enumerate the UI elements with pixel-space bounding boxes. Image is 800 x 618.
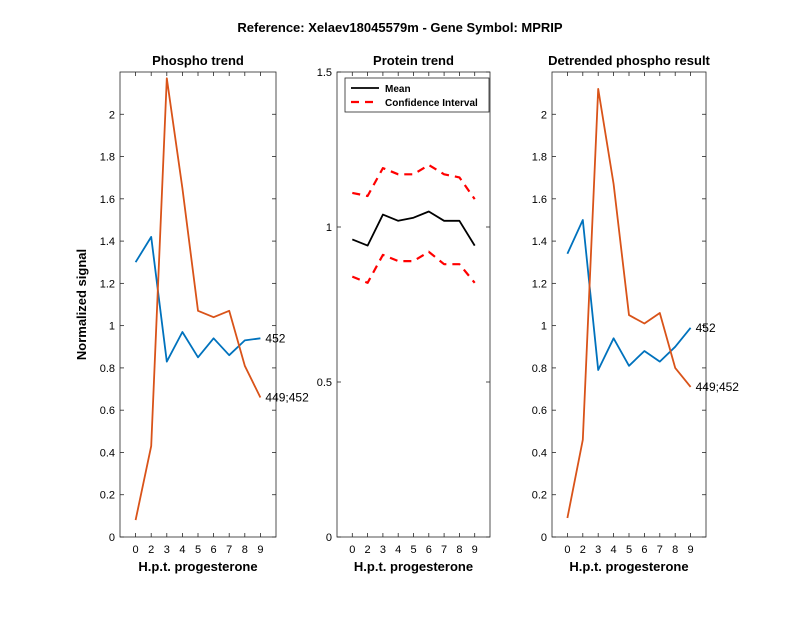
- y-tick-label: 1.8: [532, 152, 547, 164]
- x-tick-label: 4: [395, 544, 401, 556]
- series-line: [134, 77, 262, 521]
- panel-3: 00.20.40.60.811.21.41.61.820 2 3 4 5 6 7 8 9Detr…: [532, 53, 740, 574]
- figure-title: Reference: Xelaev18045579m - Gene Symbol…: [237, 20, 562, 35]
- series-line: [351, 250, 476, 284]
- y-tick-label: 0.2: [100, 490, 115, 502]
- y-axis-label: Normalized signal: [74, 249, 89, 360]
- y-tick-label: 2: [541, 109, 547, 121]
- y-tick-label: 1.6: [100, 194, 115, 206]
- x-tick-label: 2: [365, 544, 371, 556]
- x-axis-label: H.p.t. progesterone: [354, 559, 473, 574]
- y-tick-label: 0: [109, 532, 115, 544]
- axes-box: [336, 71, 491, 538]
- x-tick-label: 3: [380, 544, 386, 556]
- series-line: [566, 88, 692, 519]
- x-tick-label: 8: [456, 544, 462, 556]
- legend: Mean Confidence Interval: [344, 77, 490, 113]
- x-tick-label: 7: [226, 544, 232, 556]
- series-end-label: 452: [265, 331, 285, 345]
- y-tick-label: 2: [109, 109, 115, 121]
- series-line: [134, 235, 261, 363]
- x-tick-label: 0: [133, 544, 139, 556]
- y-tick-label: 0.2: [532, 490, 547, 502]
- panel-title: Protein trend: [373, 53, 454, 68]
- y-tick-label: 0.6: [100, 405, 115, 417]
- y-tick-label: 1.2: [532, 278, 547, 290]
- x-tick-label: 7: [657, 544, 663, 556]
- panel-title: Phospho trend: [152, 53, 244, 68]
- x-tick-label: 5: [195, 544, 201, 556]
- x-tick-label: 3: [164, 544, 170, 556]
- series-line: [351, 210, 476, 247]
- y-tick-label: 0.4: [100, 447, 115, 459]
- y-tick-label: 1.4: [100, 236, 115, 248]
- x-tick-label: 6: [641, 544, 647, 556]
- y-tick-label: 1.6: [532, 194, 547, 206]
- x-tick-label: 6: [211, 544, 217, 556]
- x-tick-label: 8: [672, 544, 678, 556]
- x-tick-label: 9: [688, 544, 694, 556]
- series-line: [566, 219, 692, 371]
- x-tick-label: 6: [426, 544, 432, 556]
- y-tick-label: 0: [326, 532, 332, 544]
- y-tick-label: 0: [541, 532, 547, 544]
- panel-1: 00.20.40.60.811.21.41.61.820 2 3 4 5 6 7 8 9Phos…: [74, 53, 309, 574]
- y-tick-label: 1.2: [100, 278, 115, 290]
- y-tick-label: 1: [326, 222, 332, 234]
- x-tick-label: 4: [611, 544, 617, 556]
- x-tick-label: 7: [441, 544, 447, 556]
- x-tick-label: 8: [242, 544, 248, 556]
- x-tick-label: 2: [148, 544, 154, 556]
- y-tick-label: 1: [541, 321, 547, 333]
- x-tick-label: 5: [410, 544, 416, 556]
- y-tick-label: 1.4: [532, 236, 547, 248]
- x-axis-label: H.p.t. progesterone: [569, 559, 688, 574]
- series-end-label: 452: [696, 321, 716, 335]
- series-line: [352, 163, 476, 200]
- x-tick-label: 2: [580, 544, 586, 556]
- x-tick-label: 9: [257, 544, 263, 556]
- y-tick-label: 0.6: [532, 405, 547, 417]
- x-tick-label: 3: [595, 544, 601, 556]
- y-tick-label: 0.8: [532, 363, 547, 375]
- y-tick-label: 1: [109, 321, 115, 333]
- y-tick-label: 0.8: [100, 363, 115, 375]
- axes-box: [551, 71, 707, 538]
- series-end-label: 449;452: [265, 391, 309, 405]
- x-tick-label: 0: [349, 544, 355, 556]
- legend-entry: Confidence Interval: [385, 98, 478, 109]
- y-tick-label: 1.8: [100, 152, 115, 164]
- x-axis-label: H.p.t. progesterone: [138, 559, 257, 574]
- legend-box: [344, 77, 490, 113]
- series-end-label: 449;452: [696, 380, 740, 394]
- x-tick-label: 9: [472, 544, 478, 556]
- panel-title: Detrended phospho result: [548, 53, 710, 68]
- panels: 00.20.40.60.811.21.41.61.820 2 3 4 5 6 7 8 9Phos…: [74, 53, 739, 574]
- y-tick-label: 0.5: [317, 377, 332, 389]
- x-tick-label: 4: [179, 544, 185, 556]
- legend-entry: Mean: [385, 84, 411, 95]
- x-tick-label: 5: [626, 544, 632, 556]
- x-tick-label: 0: [564, 544, 570, 556]
- y-tick-label: 1.5: [317, 67, 332, 79]
- y-tick-label: 0.4: [532, 447, 547, 459]
